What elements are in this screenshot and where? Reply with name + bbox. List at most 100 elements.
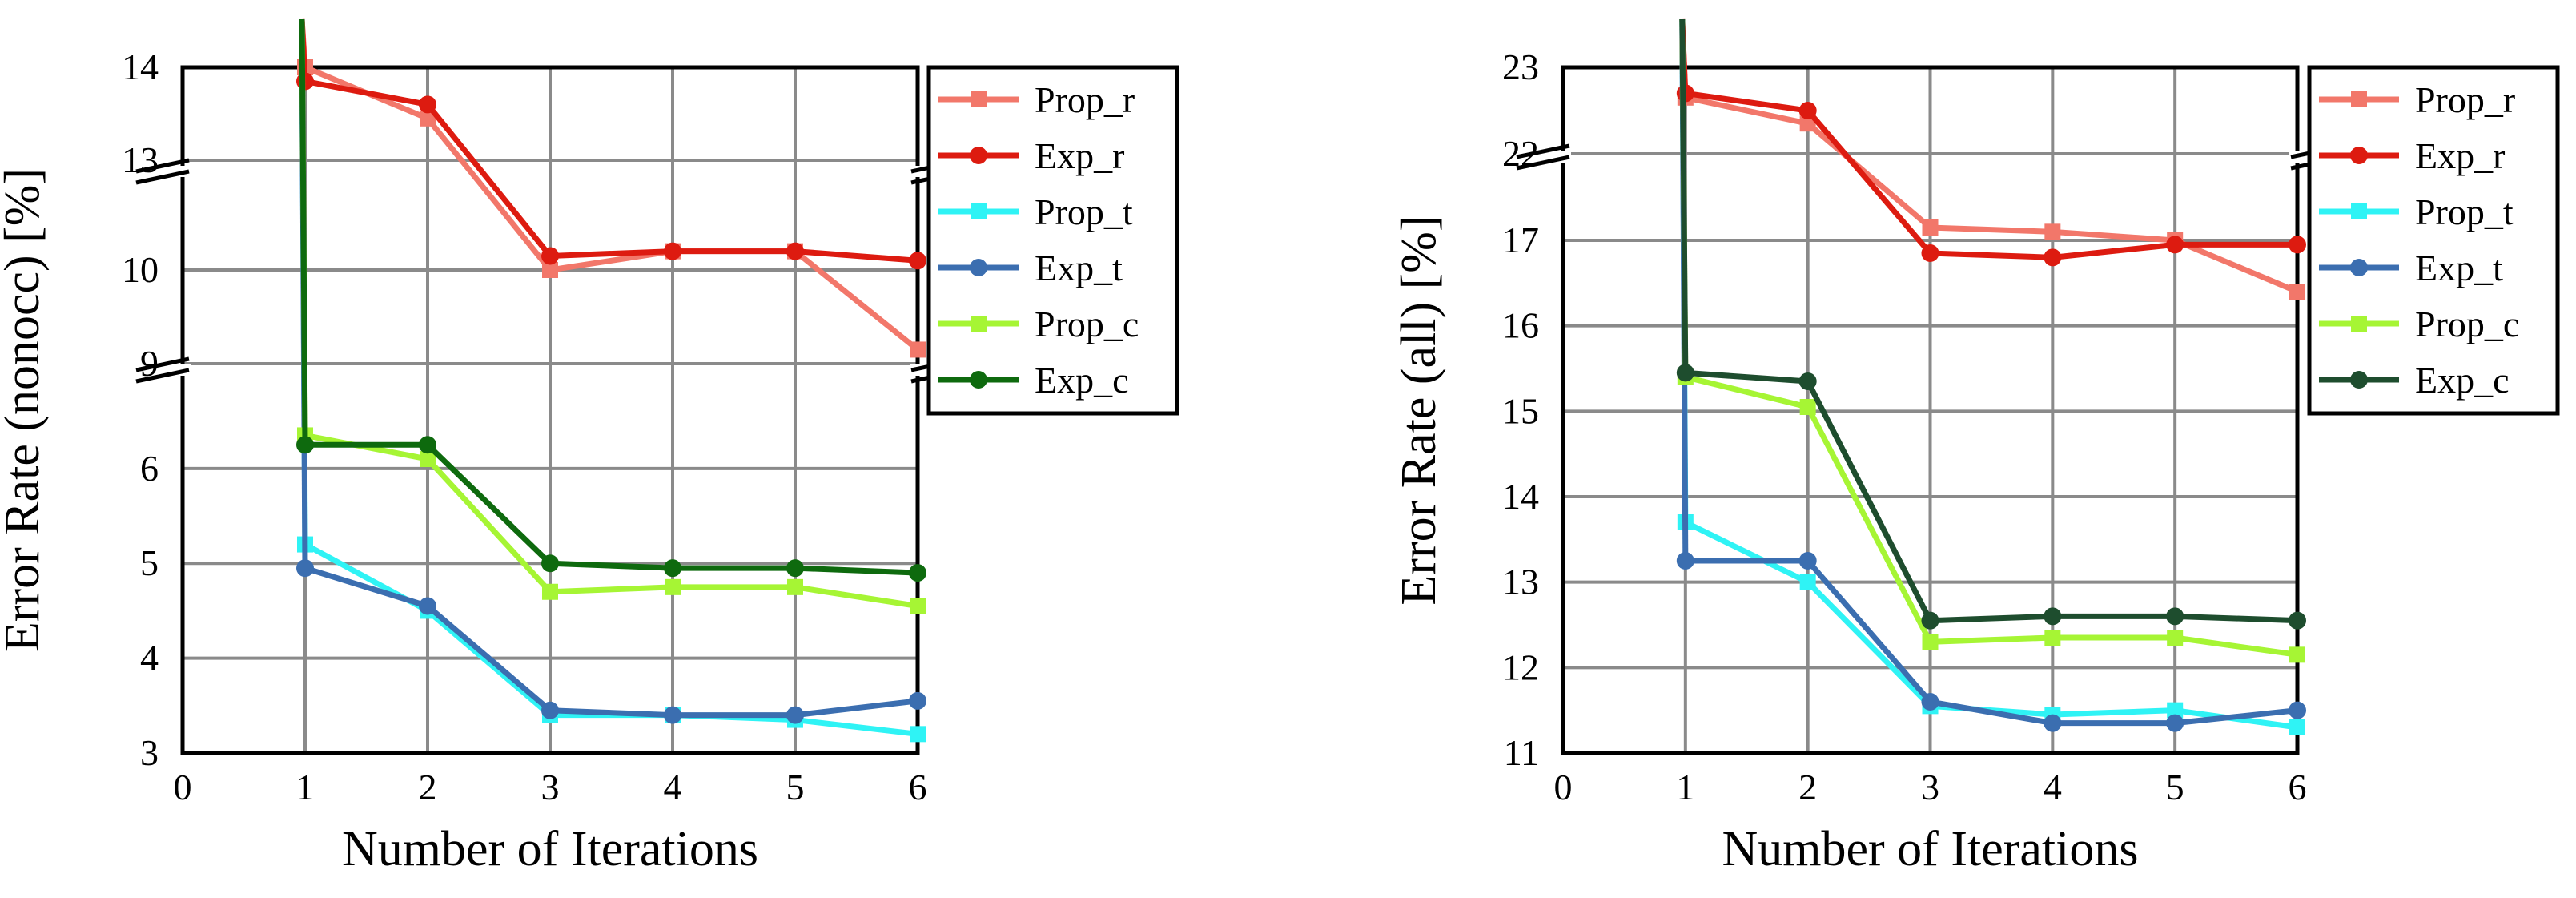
y-tick-label: 22 bbox=[1502, 133, 1539, 174]
data-point bbox=[1799, 574, 1816, 590]
data-point bbox=[2166, 236, 2184, 254]
series-prop-r bbox=[1677, 18, 2305, 300]
legend-swatch-marker bbox=[2350, 259, 2368, 276]
series-line bbox=[303, 542, 918, 737]
series-line bbox=[303, 64, 920, 352]
series-exp-r bbox=[296, 18, 926, 270]
data-point bbox=[1922, 634, 1939, 650]
chart-panel-1: 0 1 2 3 4 5 6 13 14 9 10 3 4 5 6 Number of Iterations Er… bbox=[0, 18, 1179, 876]
legend-swatch-marker bbox=[2351, 316, 2367, 332]
data-point bbox=[1798, 102, 1817, 119]
data-point bbox=[2044, 630, 2061, 646]
series-entry-line bbox=[1679, 18, 1689, 373]
legend-label: Exp_c bbox=[1035, 360, 1129, 401]
data-point bbox=[1798, 552, 1817, 570]
x-tick-label: 2 bbox=[1798, 767, 1817, 807]
y-tick-label: 14 bbox=[1502, 476, 1539, 517]
data-point bbox=[541, 701, 559, 719]
legend-label: Exp_r bbox=[2415, 135, 2505, 176]
x-axis-label: Number of Iterations bbox=[1722, 822, 2139, 876]
x-tick-label: 2 bbox=[419, 767, 437, 807]
legend-label: Prop_r bbox=[1035, 79, 1135, 120]
data-point bbox=[1676, 552, 1694, 570]
data-point bbox=[909, 691, 926, 710]
legend-label: Exp_r bbox=[1035, 135, 1124, 176]
x-tick-label: 0 bbox=[174, 767, 192, 807]
data-point bbox=[1676, 364, 1694, 382]
series-line bbox=[1685, 90, 2297, 260]
legend-swatch-marker bbox=[970, 371, 987, 389]
x-tick-label: 1 bbox=[296, 767, 315, 807]
series-entry-line bbox=[299, 18, 308, 445]
legend-label: Exp_t bbox=[2415, 248, 2503, 288]
data-point bbox=[2289, 719, 2305, 735]
series-line bbox=[304, 432, 918, 609]
x-tick-label: 5 bbox=[2166, 767, 2184, 807]
x-tick-label: 4 bbox=[664, 767, 682, 807]
y-axis-label: Error Rate (nonocc) [%] bbox=[0, 168, 50, 652]
legend-swatch-marker bbox=[2350, 147, 2368, 164]
y-tick-label: 17 bbox=[1502, 219, 1539, 260]
data-point bbox=[664, 242, 681, 260]
series-line bbox=[1685, 369, 2298, 624]
data-point bbox=[2044, 607, 2062, 626]
legend-swatch-marker bbox=[970, 147, 987, 164]
y-tick-label: 16 bbox=[1502, 305, 1539, 346]
data-point bbox=[2044, 248, 2062, 267]
data-point bbox=[2167, 702, 2184, 719]
x-tick-label: 3 bbox=[541, 767, 560, 807]
legend-label: Prop_c bbox=[2415, 304, 2519, 344]
data-point bbox=[787, 578, 803, 595]
y-tick-label: 15 bbox=[1502, 390, 1539, 431]
series-exp-t bbox=[296, 18, 926, 724]
series-line bbox=[303, 565, 918, 719]
data-point bbox=[2289, 611, 2306, 630]
x-axis-label: Number of Iterations bbox=[342, 822, 758, 876]
series-exp-t bbox=[1676, 18, 2306, 732]
axis-break-mark bbox=[1516, 155, 1570, 171]
data-point bbox=[296, 436, 314, 454]
series-line bbox=[1685, 374, 2298, 658]
legend-swatch-marker bbox=[971, 316, 987, 332]
data-point bbox=[1921, 244, 1939, 262]
data-point bbox=[910, 726, 926, 743]
data-point bbox=[542, 583, 558, 600]
data-point bbox=[1921, 693, 1939, 711]
data-point bbox=[910, 341, 926, 358]
x-tick-label: 6 bbox=[909, 767, 927, 807]
x-tick-label: 0 bbox=[1554, 767, 1573, 807]
data-point bbox=[541, 247, 559, 265]
series-line bbox=[304, 78, 918, 264]
legend-label: Prop_r bbox=[2415, 79, 2515, 120]
data-point bbox=[665, 578, 681, 595]
data-point bbox=[910, 598, 926, 614]
data-point bbox=[541, 554, 559, 573]
x-tick-label: 3 bbox=[1921, 767, 1939, 807]
data-point bbox=[420, 110, 436, 127]
x-tick-label: 5 bbox=[786, 767, 805, 807]
legend-label: Prop_c bbox=[1035, 304, 1139, 344]
data-point bbox=[419, 95, 436, 114]
legend-label: Exp_c bbox=[2415, 360, 2510, 401]
y-tick-label: 13 bbox=[122, 139, 159, 180]
series-line bbox=[1684, 519, 2298, 731]
series-exp-c bbox=[1676, 18, 2306, 630]
legend-label: Prop_t bbox=[2415, 191, 2514, 232]
data-point bbox=[1799, 399, 1816, 415]
legend-swatch-marker bbox=[2351, 91, 2367, 107]
data-point bbox=[296, 559, 314, 578]
y-tick-label: 5 bbox=[140, 542, 159, 583]
y-tick-label: 13 bbox=[1502, 562, 1539, 602]
data-point bbox=[2167, 630, 2184, 646]
data-point bbox=[2289, 701, 2306, 719]
data-point bbox=[2289, 236, 2306, 254]
data-point bbox=[664, 706, 681, 724]
series-line bbox=[1685, 95, 2299, 295]
y-axis-label: Error Rate (all) [%] bbox=[1392, 215, 1446, 605]
series-prop-c bbox=[297, 18, 926, 614]
y-tick-label: 6 bbox=[140, 448, 159, 489]
data-point bbox=[542, 262, 558, 278]
legend-swatch-marker bbox=[971, 203, 987, 219]
y-tick-label: 4 bbox=[140, 638, 159, 679]
